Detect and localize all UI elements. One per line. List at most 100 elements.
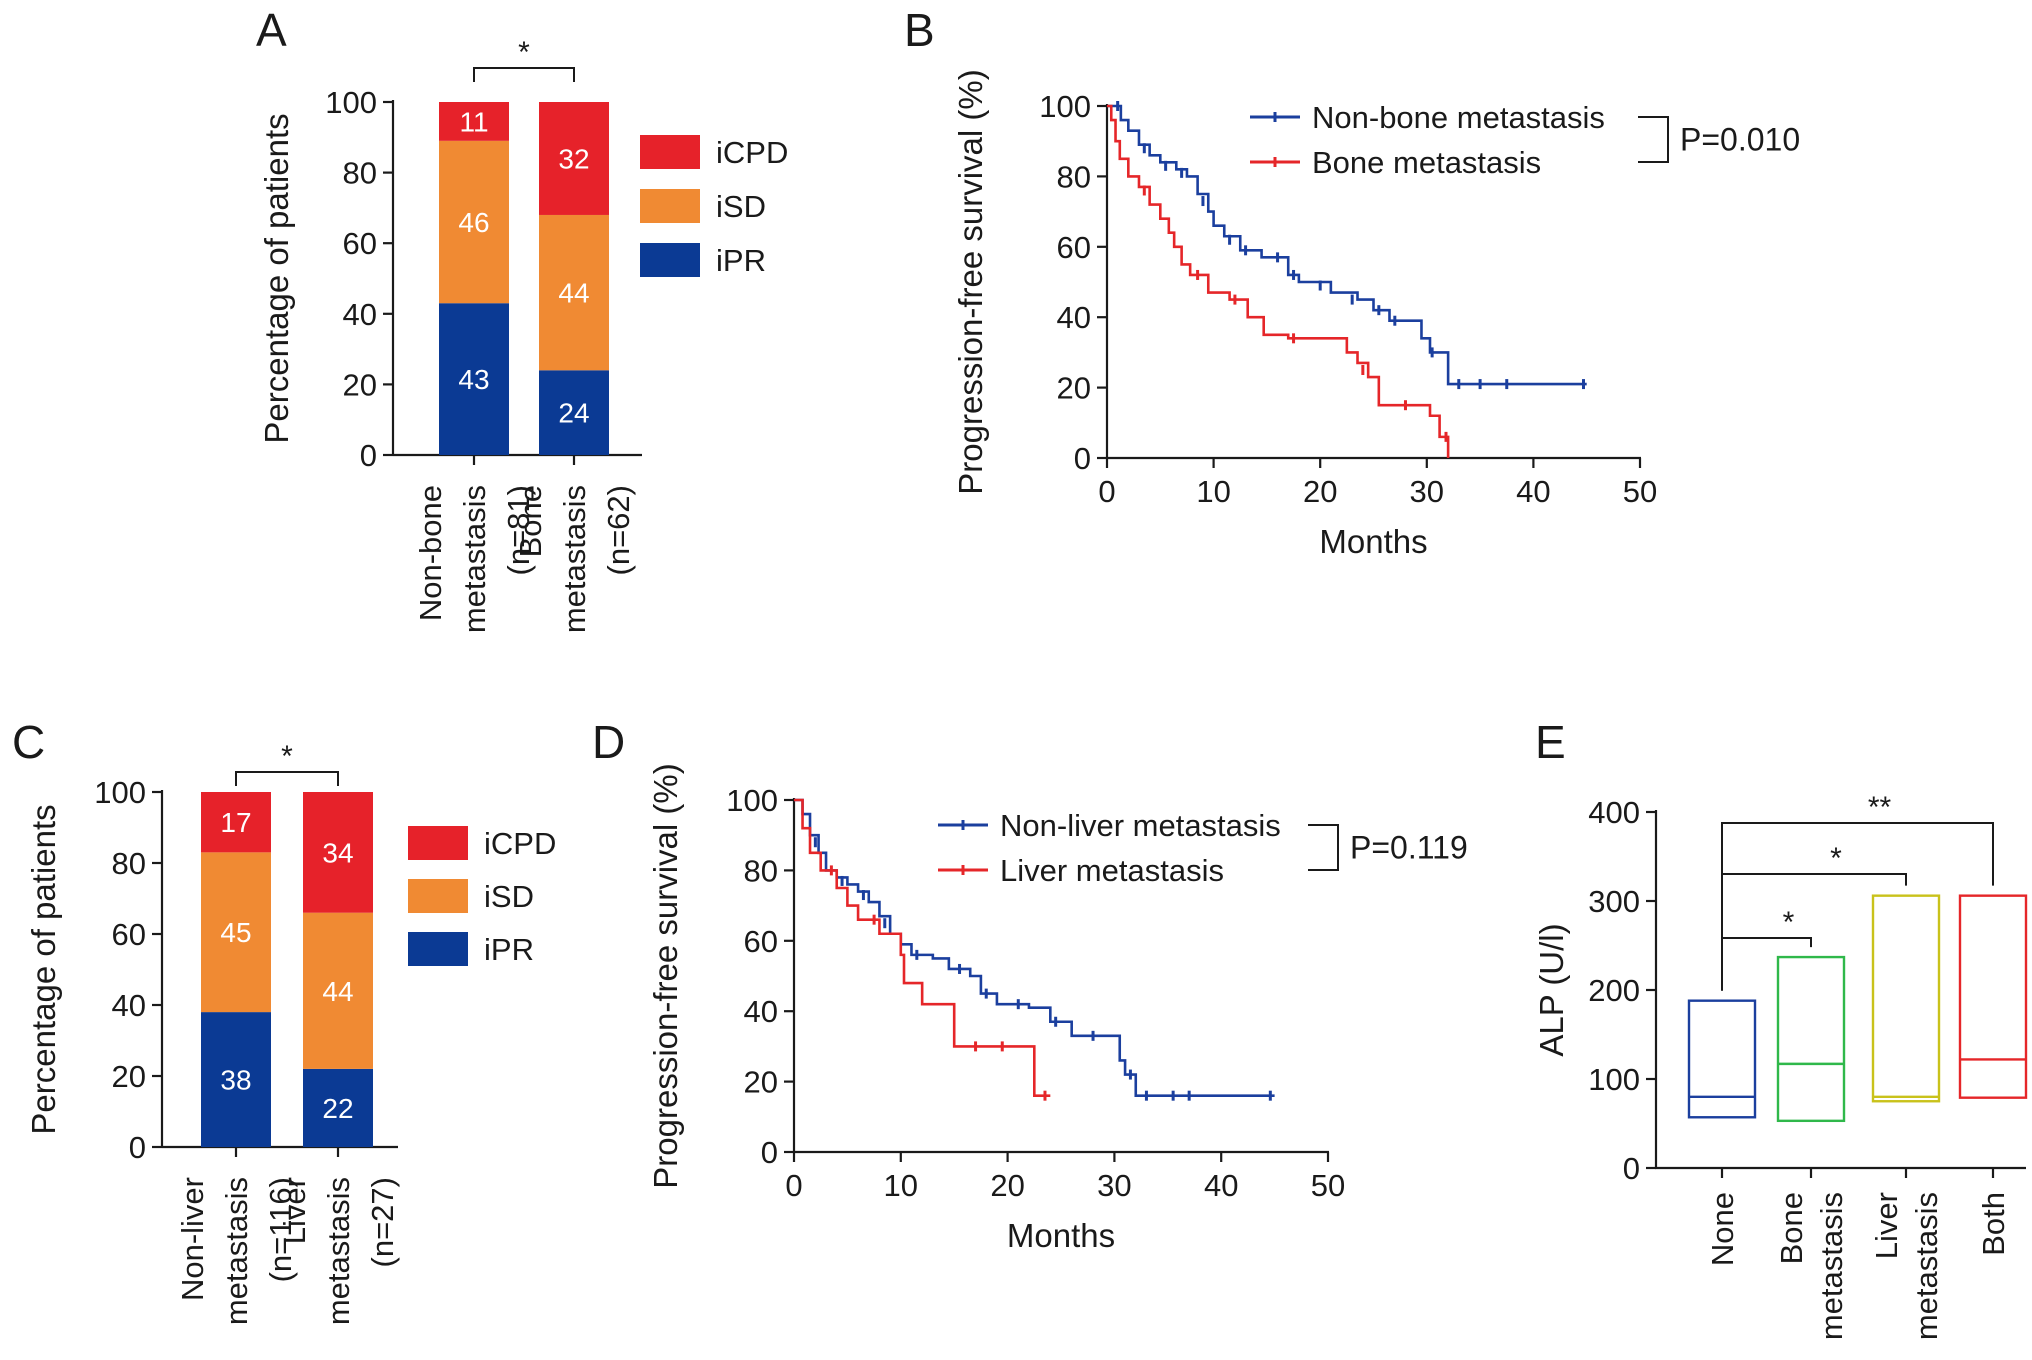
legend-label: iPR <box>716 243 766 278</box>
bar-segment-ipr <box>201 1012 271 1147</box>
y-tick-label: 200 <box>1588 973 1640 1008</box>
legend-label: iCPD <box>484 826 556 861</box>
panel-c: C 0 20 40 60 80 100 Percentage of patients 38 45 1… <box>12 716 556 1325</box>
y-axis-title: Percentage of patients <box>258 113 295 443</box>
x-axis-title: Months <box>1007 1217 1115 1254</box>
x-category-label: metastasis <box>1814 1192 1849 1340</box>
box <box>1958 894 2028 1099</box>
significance-label: * <box>518 36 530 69</box>
panel-d: D 0 20 40 60 80 100 0 10 20 30 40 50 Months Progressio… <box>592 716 1468 1254</box>
bar-segment-icpd <box>201 792 271 853</box>
legend-label: iSD <box>716 189 766 224</box>
panel-letter: A <box>256 4 287 56</box>
bar-value-label: 44 <box>558 278 589 309</box>
comparison-significance: * <box>1830 842 1842 875</box>
x-category-label: metastasis <box>557 485 592 633</box>
x-category-label: metastasis <box>457 485 492 633</box>
x-category-label: metastasis <box>219 1177 254 1325</box>
comparison-bracket <box>1721 937 1812 991</box>
y-tick-label: 60 <box>343 226 377 261</box>
x-axis-title: Months <box>1319 523 1427 560</box>
x-tick-label: 50 <box>1311 1168 1345 1203</box>
p-value-label: P=0.119 <box>1350 830 1468 866</box>
y-tick-label: 20 <box>343 367 377 402</box>
panel-letter: C <box>12 716 45 768</box>
x-tick-label: 30 <box>1410 474 1444 509</box>
y-tick-label: 100 <box>726 783 778 818</box>
y-tick-label: 80 <box>1057 159 1091 194</box>
y-tick-label: 60 <box>744 924 778 959</box>
bar-segment-icpd <box>303 792 373 913</box>
km-curve-reference <box>1107 104 1587 386</box>
box <box>1687 999 1757 1119</box>
y-tick-label: 300 <box>1588 884 1640 919</box>
x-tick-label: 0 <box>1098 474 1115 509</box>
bar-value-label: 22 <box>322 1093 353 1124</box>
x-category-label: None <box>1705 1192 1740 1266</box>
y-tick-label: 20 <box>1057 371 1091 406</box>
legend-swatch-isd <box>408 879 468 913</box>
bar-value-label: 34 <box>322 837 353 868</box>
x-tick-label: 40 <box>1204 1168 1238 1203</box>
y-tick-label: 80 <box>343 156 377 191</box>
bar-value-label: 32 <box>558 143 589 174</box>
y-tick-label: 40 <box>112 988 146 1023</box>
significance-bracket <box>473 67 575 82</box>
y-tick-label: 20 <box>744 1065 778 1100</box>
bar-segment-ipr <box>539 370 609 455</box>
x-category-label: Liver <box>277 1177 312 1244</box>
bar-segment-icpd <box>539 102 609 215</box>
legend-label: iSD <box>484 879 534 914</box>
legend-swatch-isd <box>640 189 700 223</box>
x-tick-label: 10 <box>1196 474 1230 509</box>
x-category-label: (n=62) <box>601 485 636 575</box>
bar-value-label: 46 <box>458 207 489 238</box>
y-axis-title: Progression-free survival (%) <box>952 69 989 494</box>
x-category-label: (n=81) <box>501 485 536 575</box>
legend-label: iCPD <box>716 135 788 170</box>
x-tick-label: 20 <box>990 1168 1024 1203</box>
y-tick-label: 100 <box>1588 1062 1640 1097</box>
y-tick-label: 400 <box>1588 795 1640 830</box>
legend-swatch-icpd <box>640 135 700 169</box>
x-tick-label: 50 <box>1623 474 1657 509</box>
legend-swatch-ipr <box>408 932 468 966</box>
bar-value-label: 17 <box>220 807 251 838</box>
bar-segment-isd <box>303 912 373 1069</box>
legend-label: Liver metastasis <box>1000 853 1224 888</box>
x-tick-label: 20 <box>1303 474 1337 509</box>
bar-segment-icpd <box>439 102 509 141</box>
pvalue-bracket <box>1638 116 1669 163</box>
significance-label: * <box>281 740 293 773</box>
legend-swatch-icpd <box>408 826 468 860</box>
panel-a: A 0 20 40 60 80 100 Percentage of patients 43 46 1… <box>256 4 788 633</box>
bar-value-label: 11 <box>459 106 488 137</box>
bar-segment-isd <box>539 214 609 371</box>
bar-segment-isd <box>201 852 271 1013</box>
x-tick-label: 30 <box>1097 1168 1131 1203</box>
comparison-significance: ** <box>1868 791 1892 824</box>
y-axis-title: ALP (U/l) <box>1533 923 1570 1056</box>
bar-segment-isd <box>439 140 509 304</box>
x-tick-label: 0 <box>785 1168 802 1203</box>
x-category-label: Bone <box>1774 1192 1809 1264</box>
x-category-label: Bone <box>513 485 548 557</box>
x-category-label: metastasis <box>1909 1192 1944 1340</box>
y-tick-label: 0 <box>1074 441 1091 476</box>
panel-letter: D <box>592 716 625 768</box>
y-tick-label: 100 <box>94 775 146 810</box>
legend-label: Non-liver metastasis <box>1000 808 1281 843</box>
y-tick-label: 80 <box>112 846 146 881</box>
y-tick-label: 60 <box>112 917 146 952</box>
panel-letter: E <box>1535 716 1566 768</box>
x-category-label: (n=27) <box>365 1177 400 1267</box>
y-tick-label: 100 <box>325 85 377 120</box>
bar-segment-ipr <box>439 303 509 455</box>
comparison-bracket <box>1721 873 1907 991</box>
x-category-label: (n=116) <box>263 1177 298 1282</box>
legend-label: Non-bone metastasis <box>1312 100 1605 135</box>
panel-b: B 0 20 40 60 80 100 0 10 20 30 40 50 Months Progressio… <box>904 4 1800 560</box>
x-tick-label: 10 <box>884 1168 918 1203</box>
comparison-bracket <box>1721 822 1994 991</box>
